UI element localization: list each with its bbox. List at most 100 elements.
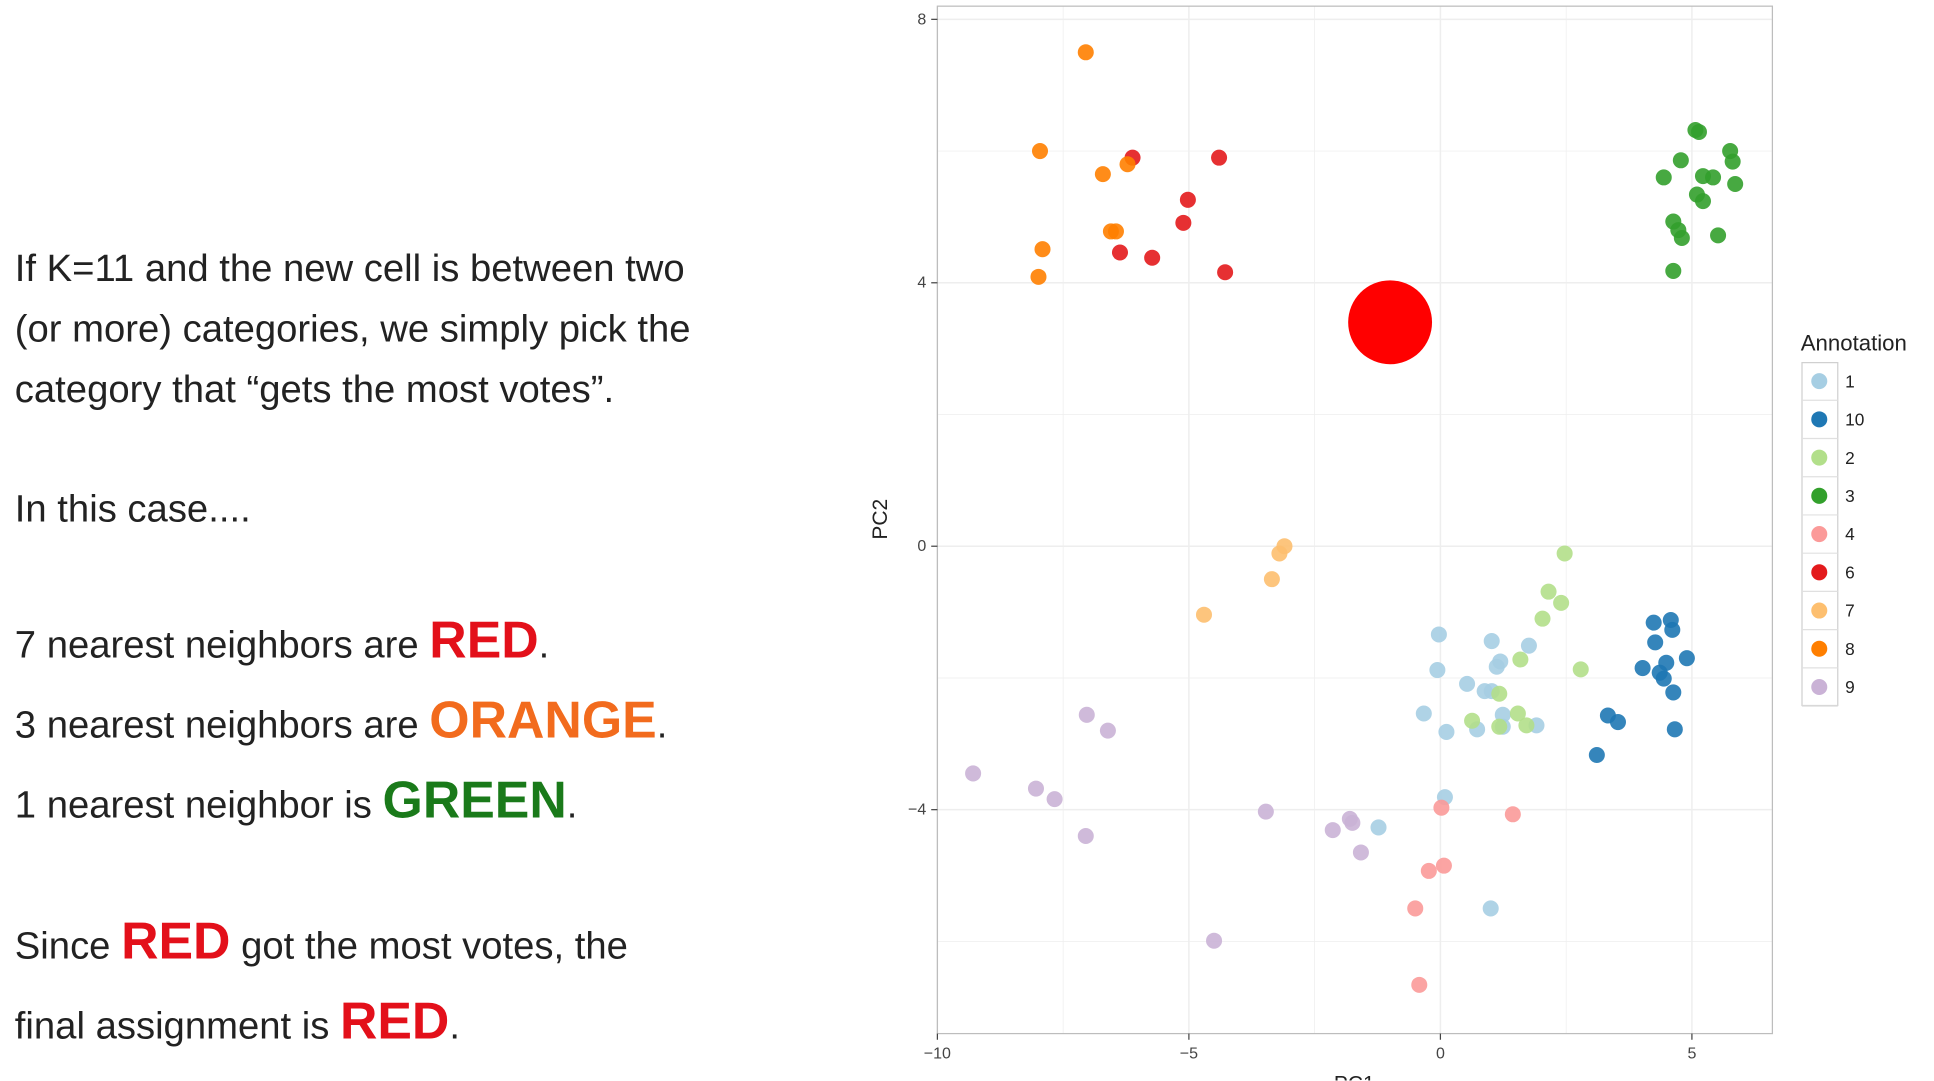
x-tick-label: 5 [1687,1044,1696,1062]
point-annotation-9 [1099,722,1116,739]
point-annotation-2 [1491,718,1508,735]
legend-label-3: 3 [1845,486,1855,506]
legend-key-9 [1811,678,1828,696]
x-axis-label: PC1 [1334,1072,1375,1080]
legend-key-2 [1811,449,1828,466]
orange-neighbors-line: 3 nearest neighbors are ORANGE. [15,694,668,746]
y-tick-label: 0 [917,537,926,555]
conclusion-line-1: Since RED got the most votes, the [15,915,628,967]
period: . [656,703,668,747]
point-annotation-1 [1488,658,1505,675]
point-annotation-3 [1665,262,1682,279]
new-cell-point [1348,280,1433,365]
point-annotation-10 [1665,684,1682,701]
point-annotation-6 [1144,249,1161,266]
point-annotation-3 [1655,169,1672,186]
point-annotation-3 [1673,229,1690,247]
point-annotation-1 [1482,900,1499,917]
red-word: RED [339,991,450,1050]
point-annotation-3 [1690,123,1707,140]
point-annotation-2 [1518,717,1535,734]
point-annotation-6 [1217,264,1234,281]
plot-panel-border [936,5,1774,1035]
red-neighbors-text: 7 nearest neighbors are [14,622,430,667]
point-annotation-8 [1031,143,1049,160]
point-annotation-9 [1352,844,1369,861]
point-annotation-2 [1572,661,1589,678]
legend-label-6: 6 [1845,562,1855,582]
point-annotation-9 [1078,706,1095,723]
point-annotation-6 [1179,191,1196,208]
x-tick-label: −5 [1180,1044,1198,1062]
legend-label-10: 10 [1845,410,1864,430]
point-annotation-3 [1694,193,1711,210]
point-annotation-4 [1433,799,1450,816]
point-annotation-1 [1520,637,1537,654]
point-annotation-2 [1512,651,1529,668]
legend: 1 10 2 3 4 6 7 8 9 [1801,362,1864,707]
point-annotation-9 [1046,791,1063,808]
orange-word: ORANGE [429,690,657,749]
legend-label-8: 8 [1845,639,1855,659]
legend-key-8 [1811,640,1828,657]
point-annotation-9 [1027,780,1044,797]
point-annotation-1 [1459,675,1476,692]
point-annotation-8 [1119,156,1136,173]
point-annotation-10 [1634,660,1651,677]
point-annotation-10 [1655,670,1672,687]
conclusion-text: final assignment is [14,1003,340,1048]
point-annotation-2 [1464,712,1481,729]
period: . [538,622,550,667]
legend-label-9: 9 [1845,677,1855,697]
legend-key-6 [1811,564,1828,581]
red-word: RED [121,911,231,970]
point-annotation-1 [1430,626,1447,643]
point-annotation-4 [1407,900,1424,917]
legend-label-7: 7 [1845,601,1855,621]
point-annotation-1 [1370,819,1387,836]
red-word: RED [429,610,539,669]
intro-line-3: category that “gets the most votes”. [14,367,615,411]
point-annotation-2 [1556,545,1573,562]
point-annotation-10 [1678,650,1695,667]
point-annotation-9 [1324,822,1341,839]
legend-key-1 [1811,373,1828,390]
conclusion-text: Since [14,923,122,967]
legend-key-7 [1811,602,1828,619]
point-annotation-10 [1658,654,1675,671]
point-annotation-3 [1705,169,1722,186]
conclusion-text: got the most votes, the [230,923,628,967]
point-annotation-10 [1588,746,1605,764]
x-tick-label: −10 [924,1044,951,1062]
point-annotation-2 [1491,685,1508,702]
point-annotation-2 [1534,610,1551,627]
point-annotation-8 [1030,268,1047,285]
point-annotation-6 [1111,244,1128,261]
y-axis-label: PC2 [869,499,892,540]
point-annotation-9 [1344,814,1361,831]
point-annotation-10 [1609,714,1626,731]
point-annotation-1 [1438,723,1455,740]
point-annotation-9 [1206,932,1223,949]
in-this-case: In this case.... [14,487,251,531]
point-annotation-2 [1553,594,1570,611]
point-annotation-10 [1666,721,1683,738]
orange-neighbors-text: 3 nearest neighbors are [14,703,430,747]
y-tick-label: −4 [908,801,926,819]
period: . [449,1003,460,1048]
gridlines [936,6,1773,1034]
point-annotation-9 [1077,827,1094,845]
point-annotation-6 [1175,214,1192,231]
point-annotation-1 [1415,705,1432,722]
legend-key-4 [1811,526,1828,543]
period: . [566,783,578,827]
point-annotation-1 [1483,633,1500,650]
conclusion-line-2: final assignment is RED. [15,995,460,1047]
point-annotation-10 [1647,634,1664,651]
point-annotation-7 [1271,545,1288,562]
legend-key-10 [1811,411,1828,428]
green-word: GREEN [382,770,567,829]
point-annotation-10 [1664,621,1681,638]
point-annotation-9 [1257,803,1274,820]
